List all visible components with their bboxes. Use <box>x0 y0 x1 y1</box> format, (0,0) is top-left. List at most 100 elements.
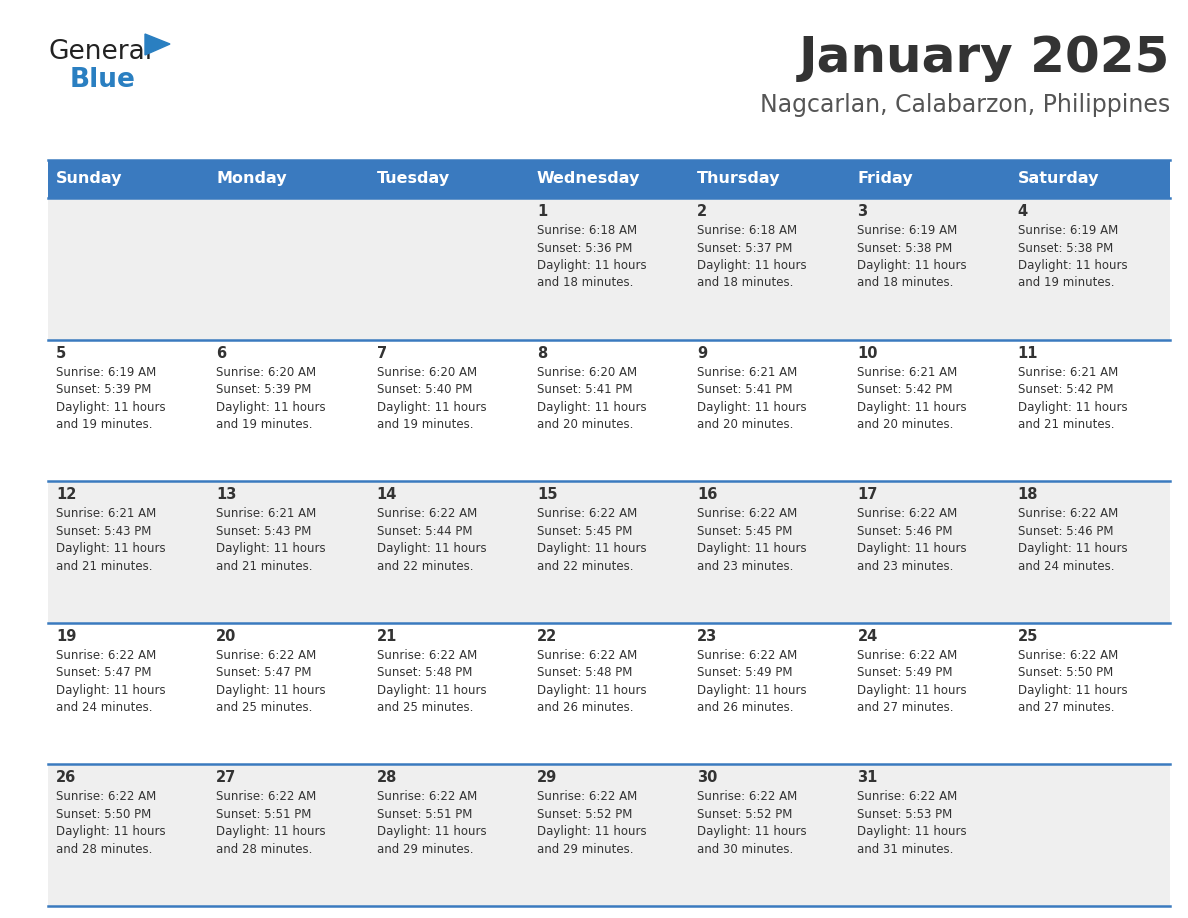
Text: Sunrise: 6:19 AM: Sunrise: 6:19 AM <box>858 224 958 237</box>
Text: Daylight: 11 hours: Daylight: 11 hours <box>697 400 807 414</box>
Text: Sunrise: 6:22 AM: Sunrise: 6:22 AM <box>216 649 316 662</box>
Text: and 19 minutes.: and 19 minutes. <box>377 418 473 431</box>
Text: and 23 minutes.: and 23 minutes. <box>858 560 954 573</box>
Text: 10: 10 <box>858 345 878 361</box>
Text: Sunset: 5:44 PM: Sunset: 5:44 PM <box>377 525 472 538</box>
Text: Tuesday: Tuesday <box>377 172 450 186</box>
Text: and 26 minutes.: and 26 minutes. <box>537 701 633 714</box>
Text: and 19 minutes.: and 19 minutes. <box>216 418 312 431</box>
Text: and 21 minutes.: and 21 minutes. <box>56 560 152 573</box>
Text: Sunrise: 6:22 AM: Sunrise: 6:22 AM <box>697 508 797 521</box>
Text: and 18 minutes.: and 18 minutes. <box>697 276 794 289</box>
Text: and 28 minutes.: and 28 minutes. <box>56 843 152 856</box>
Text: 17: 17 <box>858 487 878 502</box>
Text: Sunrise: 6:21 AM: Sunrise: 6:21 AM <box>858 365 958 378</box>
Text: Daylight: 11 hours: Daylight: 11 hours <box>216 825 326 838</box>
Text: Sunrise: 6:22 AM: Sunrise: 6:22 AM <box>537 790 637 803</box>
Text: 8: 8 <box>537 345 548 361</box>
Text: Daylight: 11 hours: Daylight: 11 hours <box>1018 400 1127 414</box>
Text: Sunset: 5:50 PM: Sunset: 5:50 PM <box>56 808 151 821</box>
Text: Daylight: 11 hours: Daylight: 11 hours <box>377 684 486 697</box>
Text: Sunset: 5:49 PM: Sunset: 5:49 PM <box>697 666 792 679</box>
Text: Sunrise: 6:19 AM: Sunrise: 6:19 AM <box>1018 224 1118 237</box>
Text: Sunrise: 6:22 AM: Sunrise: 6:22 AM <box>537 508 637 521</box>
Text: Sunset: 5:48 PM: Sunset: 5:48 PM <box>537 666 632 679</box>
Text: 18: 18 <box>1018 487 1038 502</box>
Text: Daylight: 11 hours: Daylight: 11 hours <box>377 400 486 414</box>
Text: and 31 minutes.: and 31 minutes. <box>858 843 954 856</box>
Text: Sunset: 5:51 PM: Sunset: 5:51 PM <box>377 808 472 821</box>
Text: Sunrise: 6:21 AM: Sunrise: 6:21 AM <box>216 508 316 521</box>
Text: Daylight: 11 hours: Daylight: 11 hours <box>1018 684 1127 697</box>
Text: Daylight: 11 hours: Daylight: 11 hours <box>858 400 967 414</box>
Text: Sunset: 5:43 PM: Sunset: 5:43 PM <box>56 525 151 538</box>
Text: 19: 19 <box>56 629 76 644</box>
Text: 7: 7 <box>377 345 387 361</box>
Text: Sunrise: 6:21 AM: Sunrise: 6:21 AM <box>697 365 797 378</box>
Text: Daylight: 11 hours: Daylight: 11 hours <box>697 259 807 272</box>
Text: 25: 25 <box>1018 629 1038 644</box>
Text: and 18 minutes.: and 18 minutes. <box>537 276 633 289</box>
Text: Sunset: 5:51 PM: Sunset: 5:51 PM <box>216 808 311 821</box>
Text: 12: 12 <box>56 487 76 502</box>
Text: Sunrise: 6:22 AM: Sunrise: 6:22 AM <box>1018 649 1118 662</box>
Text: and 20 minutes.: and 20 minutes. <box>858 418 954 431</box>
Text: and 20 minutes.: and 20 minutes. <box>697 418 794 431</box>
Text: 2: 2 <box>697 204 707 219</box>
Text: Sunset: 5:49 PM: Sunset: 5:49 PM <box>858 666 953 679</box>
Text: Sunday: Sunday <box>56 172 122 186</box>
Text: Sunrise: 6:22 AM: Sunrise: 6:22 AM <box>858 649 958 662</box>
Text: Sunrise: 6:22 AM: Sunrise: 6:22 AM <box>216 790 316 803</box>
Text: and 19 minutes.: and 19 minutes. <box>56 418 152 431</box>
Text: Sunset: 5:45 PM: Sunset: 5:45 PM <box>537 525 632 538</box>
Text: Sunrise: 6:20 AM: Sunrise: 6:20 AM <box>377 365 476 378</box>
Text: Sunrise: 6:18 AM: Sunrise: 6:18 AM <box>697 224 797 237</box>
Text: and 27 minutes.: and 27 minutes. <box>1018 701 1114 714</box>
Text: Sunset: 5:42 PM: Sunset: 5:42 PM <box>858 383 953 396</box>
Text: and 20 minutes.: and 20 minutes. <box>537 418 633 431</box>
Text: and 23 minutes.: and 23 minutes. <box>697 560 794 573</box>
Text: Daylight: 11 hours: Daylight: 11 hours <box>858 825 967 838</box>
Text: Daylight: 11 hours: Daylight: 11 hours <box>697 825 807 838</box>
Text: 28: 28 <box>377 770 397 786</box>
Text: 16: 16 <box>697 487 718 502</box>
Text: Sunrise: 6:22 AM: Sunrise: 6:22 AM <box>858 790 958 803</box>
Text: 29: 29 <box>537 770 557 786</box>
Text: Sunset: 5:52 PM: Sunset: 5:52 PM <box>537 808 632 821</box>
Text: Wednesday: Wednesday <box>537 172 640 186</box>
Text: and 29 minutes.: and 29 minutes. <box>377 843 473 856</box>
Text: Sunrise: 6:22 AM: Sunrise: 6:22 AM <box>377 649 476 662</box>
Text: General: General <box>48 39 152 65</box>
Text: Sunset: 5:46 PM: Sunset: 5:46 PM <box>1018 525 1113 538</box>
Text: 6: 6 <box>216 345 227 361</box>
Text: Daylight: 11 hours: Daylight: 11 hours <box>537 259 646 272</box>
Text: Nagcarlan, Calabarzon, Philippines: Nagcarlan, Calabarzon, Philippines <box>760 93 1170 117</box>
Text: Sunset: 5:45 PM: Sunset: 5:45 PM <box>697 525 792 538</box>
Text: 22: 22 <box>537 629 557 644</box>
Text: Sunset: 5:46 PM: Sunset: 5:46 PM <box>858 525 953 538</box>
Text: Sunset: 5:40 PM: Sunset: 5:40 PM <box>377 383 472 396</box>
Text: 26: 26 <box>56 770 76 786</box>
Text: Sunrise: 6:21 AM: Sunrise: 6:21 AM <box>56 508 157 521</box>
Text: and 30 minutes.: and 30 minutes. <box>697 843 794 856</box>
Text: Daylight: 11 hours: Daylight: 11 hours <box>56 543 165 555</box>
Text: Sunset: 5:53 PM: Sunset: 5:53 PM <box>858 808 953 821</box>
Text: Sunset: 5:47 PM: Sunset: 5:47 PM <box>216 666 311 679</box>
Text: Daylight: 11 hours: Daylight: 11 hours <box>377 825 486 838</box>
Bar <box>48 160 1170 198</box>
Text: Sunrise: 6:22 AM: Sunrise: 6:22 AM <box>377 790 476 803</box>
Text: Sunset: 5:52 PM: Sunset: 5:52 PM <box>697 808 792 821</box>
Text: 20: 20 <box>216 629 236 644</box>
Text: 9: 9 <box>697 345 707 361</box>
Text: Sunset: 5:41 PM: Sunset: 5:41 PM <box>537 383 632 396</box>
Bar <box>48 622 1170 765</box>
Text: and 26 minutes.: and 26 minutes. <box>697 701 794 714</box>
Text: Daylight: 11 hours: Daylight: 11 hours <box>377 543 486 555</box>
Text: Thursday: Thursday <box>697 172 781 186</box>
Text: Sunset: 5:47 PM: Sunset: 5:47 PM <box>56 666 152 679</box>
Text: and 29 minutes.: and 29 minutes. <box>537 843 633 856</box>
Text: Sunrise: 6:22 AM: Sunrise: 6:22 AM <box>1018 508 1118 521</box>
Bar <box>48 481 1170 622</box>
Text: Sunrise: 6:22 AM: Sunrise: 6:22 AM <box>858 508 958 521</box>
Text: Sunrise: 6:20 AM: Sunrise: 6:20 AM <box>216 365 316 378</box>
